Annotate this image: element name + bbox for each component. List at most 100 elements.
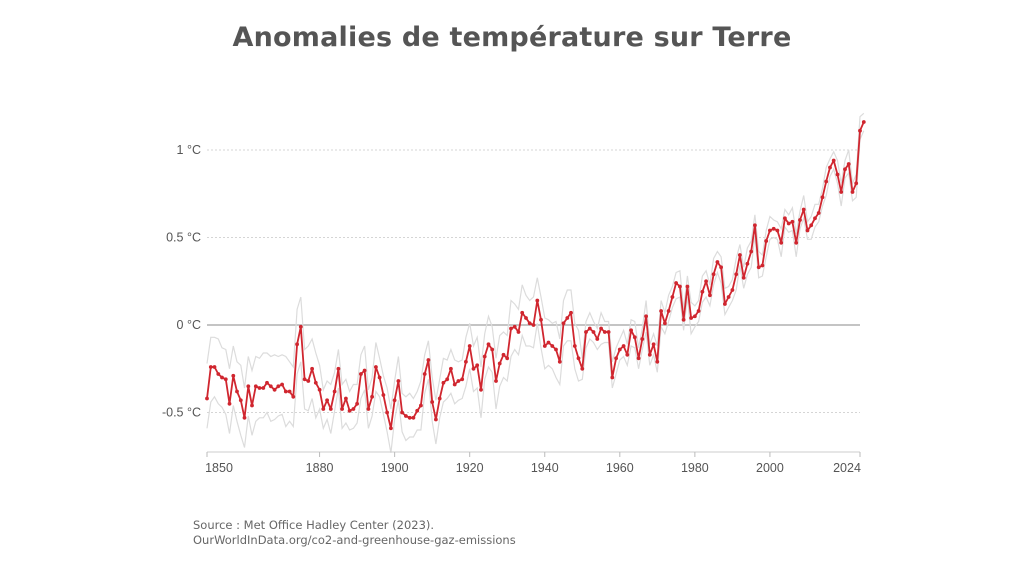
data-point: [505, 356, 510, 361]
data-point: [689, 316, 693, 320]
y-tick-label: 0.5 °C: [166, 231, 201, 245]
data-point: [809, 223, 814, 228]
data-point: [527, 321, 532, 326]
data-point: [535, 298, 540, 303]
data-point: [542, 344, 547, 348]
data-point: [381, 393, 386, 397]
data-point: [422, 372, 427, 376]
data-point: [512, 324, 517, 329]
data-point: [246, 384, 251, 389]
data-point: [546, 340, 551, 345]
data-point: [764, 239, 769, 243]
y-tick-label: 0 °C: [177, 318, 201, 332]
data-point: [242, 415, 247, 420]
data-point: [336, 366, 341, 371]
data-point: [464, 359, 468, 364]
data-point: [497, 361, 502, 366]
data-point: [445, 377, 450, 382]
data-point: [344, 396, 348, 401]
data-point: [726, 295, 731, 299]
data-point: [400, 410, 404, 415]
data-point: [614, 356, 618, 361]
data-point: [786, 221, 791, 226]
data-point: [734, 272, 739, 277]
data-point: [708, 293, 712, 298]
data-point: [415, 408, 420, 413]
data-point: [858, 128, 862, 133]
data-point: [238, 398, 243, 403]
data-point: [846, 162, 851, 166]
data-point: [756, 265, 761, 270]
data-point: [644, 314, 648, 319]
x-tick-label: 1940: [531, 461, 559, 475]
data-point: [711, 272, 716, 277]
band-upper: [206, 112, 865, 410]
data-point: [681, 317, 686, 322]
data-point: [208, 365, 213, 369]
data-point: [569, 310, 573, 315]
data-point: [738, 253, 742, 257]
data-point: [295, 342, 299, 347]
data-point: [813, 216, 817, 221]
data-point: [820, 195, 825, 200]
data-point: [265, 380, 269, 385]
data-point: [351, 407, 356, 411]
data-point: [768, 228, 772, 233]
data-point: [719, 265, 723, 270]
data-point: [287, 389, 292, 394]
data-point: [843, 167, 847, 172]
data-point: [674, 281, 678, 285]
data-point: [441, 380, 446, 385]
uncertainty-band: [206, 112, 865, 453]
data-point: [516, 330, 521, 334]
data-point: [625, 352, 630, 357]
data-point: [306, 379, 311, 383]
data-point: [670, 295, 675, 299]
data-point: [355, 401, 359, 406]
data-point: [325, 398, 329, 403]
data-point: [790, 219, 795, 224]
data-point: [655, 359, 660, 364]
data-point: [347, 408, 352, 413]
data-point: [685, 284, 690, 289]
data-point: [749, 249, 754, 254]
data-point: [591, 330, 596, 334]
y-tick-label: 1 °C: [177, 143, 201, 157]
data-point: [313, 380, 318, 385]
data-point: [437, 396, 442, 401]
data-point: [704, 279, 708, 284]
data-point: [640, 337, 645, 341]
data-point: [332, 389, 337, 394]
data-point: [482, 354, 487, 359]
data-point: [587, 326, 592, 331]
data-point: [531, 323, 536, 327]
x-tick-label: 1900: [381, 461, 409, 475]
data-point: [779, 240, 784, 245]
data-point: [557, 359, 562, 364]
data-point: [250, 403, 254, 408]
temperature-points: [205, 120, 866, 431]
x-tick-label: 2000: [756, 461, 784, 475]
data-point: [328, 407, 333, 411]
data-point: [599, 326, 603, 331]
data-point: [839, 190, 844, 194]
series-line: [206, 121, 865, 430]
data-point: [651, 342, 656, 347]
data-point: [700, 289, 705, 294]
data-point: [509, 326, 513, 331]
data-point: [291, 394, 296, 399]
data-point: [741, 275, 746, 280]
x-tick-label: 1920: [456, 461, 484, 475]
data-point: [359, 372, 363, 376]
data-point: [280, 382, 284, 387]
data-point: [715, 260, 720, 264]
data-point: [374, 365, 378, 369]
data-point: [467, 344, 472, 348]
data-point: [223, 377, 228, 382]
data-point: [861, 120, 866, 124]
data-point: [366, 407, 371, 411]
data-point: [723, 302, 727, 306]
data-point: [370, 394, 374, 399]
data-point: [580, 366, 585, 371]
